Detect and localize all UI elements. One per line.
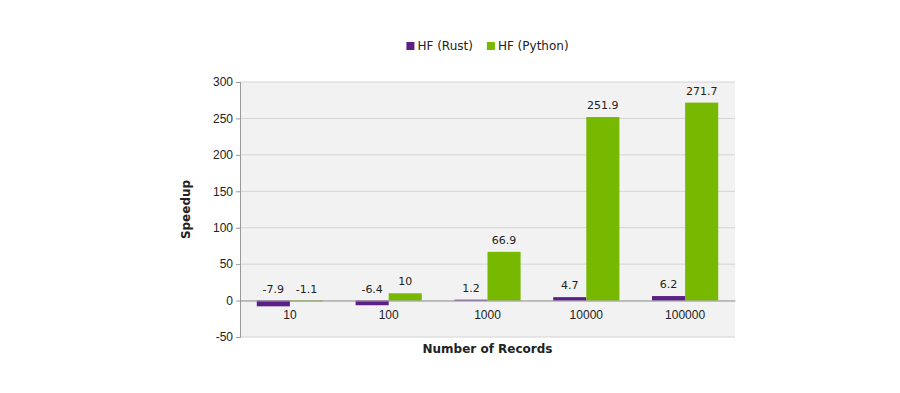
y-tick-mark <box>236 118 240 119</box>
legend-swatch <box>406 42 414 50</box>
x-axis-line <box>241 301 736 302</box>
y-tick: 0 <box>226 294 240 308</box>
y-tick-mark <box>236 264 240 265</box>
y-tick-label: 300 <box>213 75 233 89</box>
y-axis-title: Speedup <box>179 179 193 239</box>
data-label: 6.2 <box>660 278 678 291</box>
bar <box>652 296 685 301</box>
y-tick-label: 150 <box>213 185 233 199</box>
y-tick-label: -50 <box>216 330 234 344</box>
grid-line <box>240 82 735 83</box>
y-tick: -50 <box>216 330 240 344</box>
y-tick-mark <box>236 82 240 83</box>
y-tick: 250 <box>213 112 240 126</box>
grid-line <box>240 191 735 192</box>
bar <box>488 252 521 301</box>
legend-label: HF (Rust) <box>417 39 472 53</box>
bar <box>685 103 718 301</box>
x-tick: 1000 <box>474 301 501 323</box>
y-tick-label: 250 <box>213 112 233 126</box>
x-tick-label: 10 <box>283 308 297 322</box>
y-axis-line <box>236 83 241 338</box>
grid <box>240 82 735 337</box>
legend-item: HF (Python) <box>487 39 569 53</box>
data-label: -1.1 <box>296 283 317 296</box>
grid-line <box>240 337 735 338</box>
y-tick-mark <box>236 155 240 156</box>
y-tick-label: 200 <box>213 148 233 162</box>
legend-label: HF (Python) <box>498 39 569 53</box>
y-tick-mark <box>236 337 240 338</box>
y-tick-label: 0 <box>226 294 233 308</box>
x-tick: 100000 <box>665 301 705 323</box>
chart: -50 0 50 100 150 200 250 300 10 100 1000 10000 10000… <box>0 0 900 393</box>
x-tick-label: 100000 <box>665 308 705 322</box>
bars <box>257 103 718 307</box>
bar <box>389 293 422 300</box>
x-tick: 100 <box>379 301 399 323</box>
data-label: 1.2 <box>462 282 480 295</box>
y-tick: 300 <box>213 75 240 89</box>
data-label: 271.7 <box>686 85 718 98</box>
data-label: -6.4 <box>361 283 382 296</box>
data-label: 251.9 <box>587 99 619 112</box>
y-tick-mark <box>236 228 240 229</box>
data-labels: -7.9 -6.4 1.2 4.7 6.2 -1.1 10 66.9 251.9 271.7 <box>263 85 718 296</box>
y-tick: 50 <box>220 257 240 271</box>
y-tick: 200 <box>213 148 240 162</box>
y-tick: 100 <box>213 221 240 235</box>
data-label: 4.7 <box>561 279 579 292</box>
legend: HF (Rust) HF (Python) <box>406 39 568 53</box>
data-label: 10 <box>398 275 412 288</box>
x-tick-label: 1000 <box>474 308 501 322</box>
x-axis-title: Number of Records <box>423 342 553 356</box>
legend-item: HF (Rust) <box>406 39 472 53</box>
y-tick-mark <box>236 191 240 192</box>
data-label: -7.9 <box>263 283 284 296</box>
grid-line <box>240 154 735 155</box>
x-axis: 10 100 1000 10000 100000 <box>241 301 736 323</box>
grid-line <box>240 118 735 119</box>
x-tick-label: 10000 <box>570 308 604 322</box>
plot-background <box>240 82 735 337</box>
x-tick: 10000 <box>570 301 604 323</box>
y-tick: 150 <box>213 185 240 199</box>
y-tick-label: 100 <box>213 221 233 235</box>
data-label: 66.9 <box>492 234 517 247</box>
bar <box>553 297 586 300</box>
y-tick-mark <box>236 301 240 302</box>
legend-swatch <box>487 42 495 50</box>
bar <box>586 117 619 301</box>
x-tick: 10 <box>283 301 297 323</box>
y-axis: -50 0 50 100 150 200 250 300 <box>213 75 241 344</box>
y-tick-label: 50 <box>220 257 234 271</box>
x-tick-label: 100 <box>379 308 399 322</box>
grid-line <box>240 227 735 228</box>
plot: -50 0 50 100 150 200 250 300 10 100 1000 10000 10000… <box>213 75 736 344</box>
